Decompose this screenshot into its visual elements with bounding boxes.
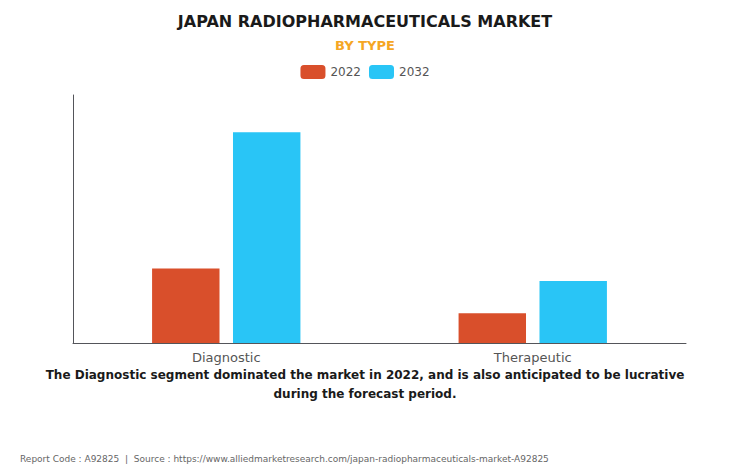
- svg-text:during the forecast period.: during the forecast period.: [273, 387, 456, 401]
- svg-text:BY TYPE: BY TYPE: [335, 38, 395, 53]
- svg-text:Diagnostic: Diagnostic: [192, 350, 261, 365]
- svg-text:The Diagnostic segment dominat: The Diagnostic segment dominated the mar…: [46, 368, 685, 382]
- svg-text:Report Code : A92825 | Sourc: Report Code : A92825 | Source : https://…: [20, 454, 549, 464]
- svg-text:2022: 2022: [330, 65, 361, 79]
- svg-text:2032: 2032: [399, 65, 430, 79]
- svg-text:Therapeutic: Therapeutic: [493, 350, 572, 365]
- svg-text:JAPAN RADIOPHARMACEUTICALS MAR: JAPAN RADIOPHARMACEUTICALS MARKET: [177, 12, 553, 31]
